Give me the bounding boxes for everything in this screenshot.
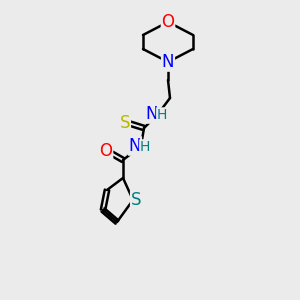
Text: N: N [146,105,158,123]
Text: N: N [162,53,174,71]
Text: H: H [140,140,150,154]
Text: O: O [100,142,112,160]
Text: O: O [161,13,175,31]
Text: S: S [120,114,130,132]
Text: H: H [157,108,167,122]
Text: N: N [129,137,141,155]
Text: S: S [131,191,141,209]
